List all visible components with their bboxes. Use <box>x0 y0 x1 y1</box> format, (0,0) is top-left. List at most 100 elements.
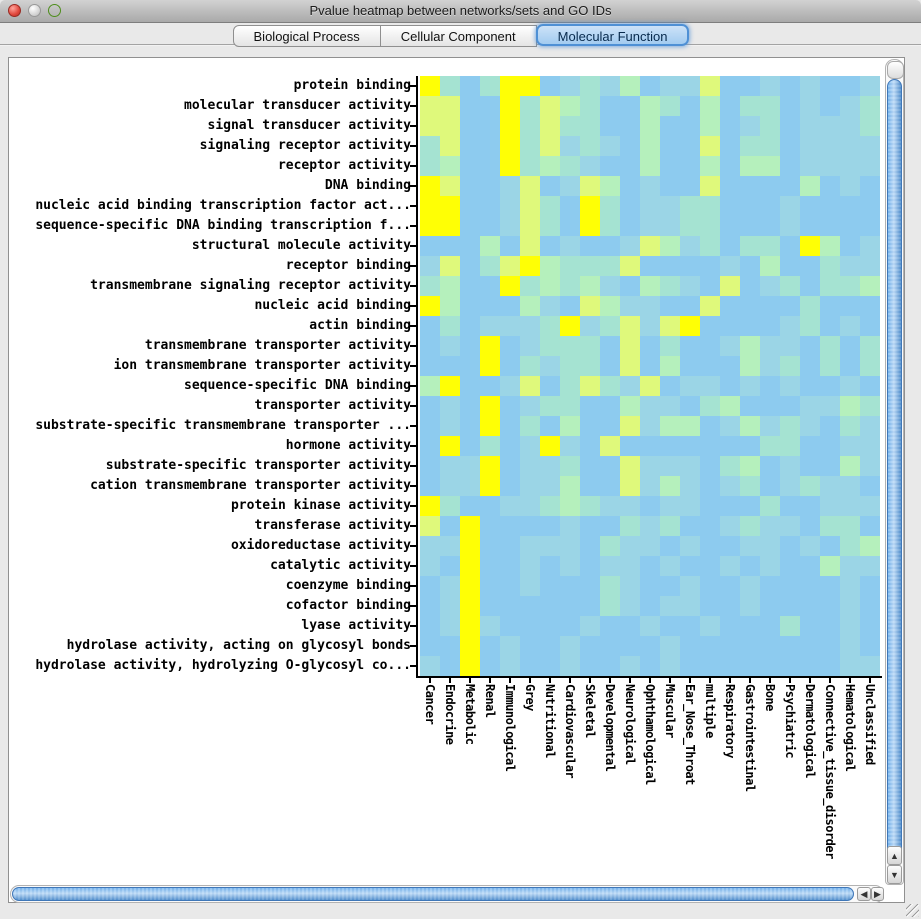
heatmap-cell <box>620 596 640 616</box>
heatmap-cell <box>860 256 880 276</box>
resize-grip-icon[interactable] <box>906 904 919 917</box>
heatmap-cell <box>720 76 740 96</box>
heatmap-cell <box>540 276 560 296</box>
down-arrow-icon: ▼ <box>890 869 899 880</box>
scroll-right-button[interactable]: ▶ <box>871 887 884 901</box>
title-bar[interactable]: Pvalue heatmap between networks/sets and… <box>0 0 921 23</box>
heatmap-cell <box>800 596 820 616</box>
heatmap-cell <box>680 416 700 436</box>
heatmap-cell <box>680 356 700 376</box>
heatmap-cell <box>860 596 880 616</box>
close-button[interactable] <box>8 4 21 17</box>
tab-molecular-function[interactable]: Molecular Function <box>535 24 690 46</box>
heatmap-cell <box>700 296 720 316</box>
heatmap-cell <box>580 256 600 276</box>
heatmap-cell <box>560 316 580 336</box>
heatmap-cell <box>800 356 820 376</box>
vertical-scrollbar-thumb[interactable] <box>887 79 902 859</box>
heatmap-cell <box>720 476 740 496</box>
heatmap-cell <box>600 596 620 616</box>
heatmap-cell <box>520 156 540 176</box>
heatmap-cell <box>520 456 540 476</box>
heatmap-cell <box>540 576 560 596</box>
heatmap-cell <box>420 156 440 176</box>
heatmap-cell <box>800 336 820 356</box>
heatmap-cell <box>740 256 760 276</box>
heatmap-cell <box>760 616 780 636</box>
heatmap-cell <box>660 616 680 636</box>
heatmap-cell <box>480 656 500 676</box>
heatmap-cell <box>780 136 800 156</box>
tab-biological-process[interactable]: Biological Process <box>232 25 381 47</box>
x-tick <box>429 678 431 683</box>
heatmap-cell <box>860 496 880 516</box>
heatmap-cell <box>440 496 460 516</box>
y-tick <box>410 225 416 227</box>
heatmap-cell <box>760 516 780 536</box>
heatmap-cell <box>420 436 440 456</box>
heatmap-cell <box>640 96 660 116</box>
heatmap-cell <box>700 596 720 616</box>
horizontal-scrollbar-thumb[interactable] <box>12 887 854 901</box>
heatmap-cell <box>720 216 740 236</box>
heatmap-cell <box>560 576 580 596</box>
heatmap-cell <box>500 616 520 636</box>
heatmap-cell <box>540 96 560 116</box>
row-label: transmembrane transporter activity <box>144 338 411 353</box>
heatmap-cell <box>500 596 520 616</box>
heatmap-cell <box>520 196 540 216</box>
heatmap-cell <box>680 616 700 636</box>
heatmap-cell <box>660 356 680 376</box>
column-label: Developmental <box>600 684 620 894</box>
heatmap-cell <box>520 636 540 656</box>
heatmap-cell <box>820 276 840 296</box>
heatmap-cell <box>700 316 720 336</box>
heatmap-cell <box>640 376 660 396</box>
tab-cellular-component[interactable]: Cellular Component <box>380 25 537 47</box>
vertical-scrollbar[interactable]: ▲ ▼ <box>885 59 904 885</box>
heatmap-cell <box>800 636 820 656</box>
heatmap-cell <box>640 256 660 276</box>
heatmap-cell <box>760 276 780 296</box>
heatmap-cell <box>620 636 640 656</box>
heatmap-cell <box>680 476 700 496</box>
scroll-up-button[interactable]: ▲ <box>887 846 902 865</box>
heatmap-cell <box>700 656 720 676</box>
heatmap-cell <box>740 596 760 616</box>
heatmap-cell <box>540 316 560 336</box>
heatmap-cell <box>840 136 860 156</box>
heatmap-cell <box>620 136 640 156</box>
heatmap-cell <box>440 396 460 416</box>
heatmap-cell <box>560 516 580 536</box>
heatmap-cell <box>780 76 800 96</box>
heatmap-cell <box>680 516 700 536</box>
heatmap-cell <box>600 576 620 596</box>
minimize-button[interactable] <box>28 4 41 17</box>
x-tick <box>649 678 651 683</box>
column-label: Cancer <box>420 684 440 894</box>
heatmap-cell <box>700 616 720 636</box>
scroll-left-button[interactable]: ◀ <box>857 887 871 901</box>
heatmap-cell <box>520 536 540 556</box>
zoom-button[interactable] <box>48 4 61 17</box>
heatmap-cell <box>440 476 460 496</box>
heatmap-cell <box>720 316 740 336</box>
heatmap-cell <box>820 496 840 516</box>
column-label-text: Psychiatric <box>783 684 797 758</box>
heatmap-cell <box>760 116 780 136</box>
heatmap-cell <box>800 156 820 176</box>
scroll-down-button[interactable]: ▼ <box>887 865 902 884</box>
column-label: Gastrointestinal <box>740 684 760 894</box>
heatmap-cell <box>720 236 740 256</box>
heatmap-cell <box>860 396 880 416</box>
horizontal-scrollbar[interactable]: ◀ ▶ <box>10 885 884 903</box>
heatmap-cell <box>520 496 540 516</box>
heatmap-cell <box>420 176 440 196</box>
heatmap-cell <box>440 416 460 436</box>
heatmap-cell <box>680 636 700 656</box>
heatmap-cell <box>540 456 560 476</box>
heatmap-cell <box>720 576 740 596</box>
heatmap-cell <box>640 336 660 356</box>
heatmap-cell <box>820 256 840 276</box>
y-tick <box>410 105 416 107</box>
